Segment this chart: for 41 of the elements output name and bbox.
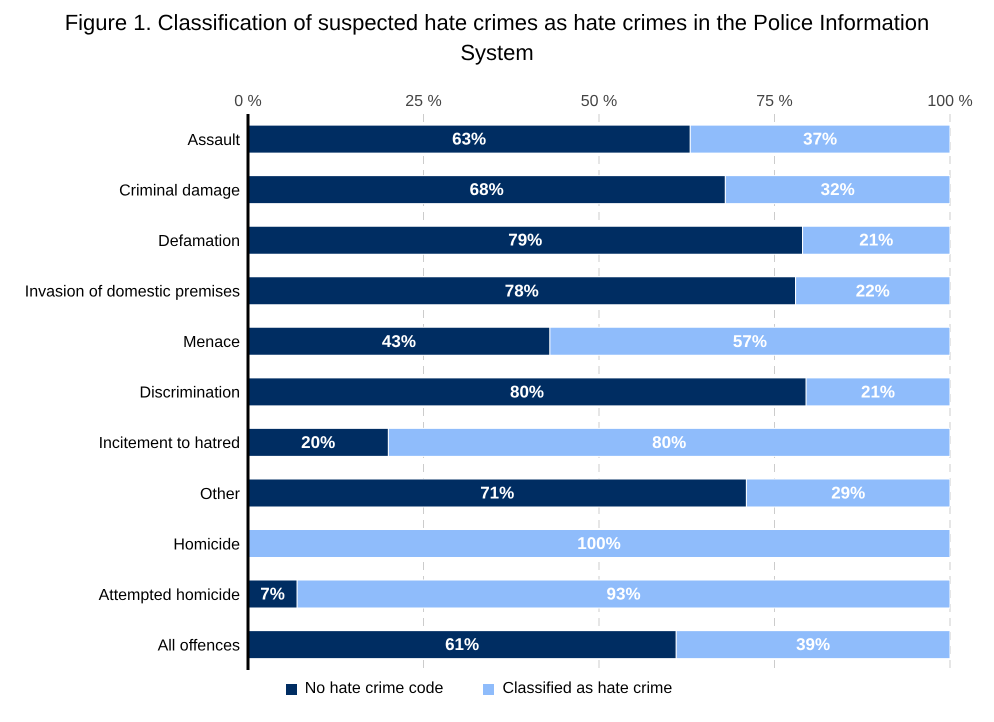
y-tick-label: Incitement to hatred	[98, 435, 240, 452]
data-label: 63%	[452, 130, 486, 149]
chart-title: Figure 1. Classification of suspected hate crimes as hate crimes in the Police Information System	[64, 9, 930, 67]
y-tick-label: Homicide	[173, 536, 240, 554]
y-tick-label: Criminal damage	[119, 182, 240, 200]
y-tick-label: Other	[200, 486, 241, 503]
y-tick-label: Attempted homicide	[98, 586, 240, 604]
data-label: 78%	[504, 281, 539, 300]
x-tick-label: 50 %	[580, 93, 618, 110]
y-tick-label: Assault	[188, 132, 241, 149]
data-label: 79%	[508, 230, 542, 250]
data-label: 29%	[831, 483, 866, 502]
data-label: 61%	[445, 635, 480, 654]
data-label: 37%	[803, 130, 838, 149]
data-label: 43%	[382, 332, 416, 351]
y-tick-label: Menace	[183, 334, 240, 352]
x-tick-label: 25 %	[405, 93, 442, 110]
data-label: 57%	[732, 332, 767, 351]
data-label: 80%	[510, 382, 544, 402]
x-tick-label: 0 %	[234, 93, 262, 110]
data-label: 100%	[577, 534, 621, 553]
y-tick-label: All offences	[158, 637, 240, 654]
data-label: 22%	[856, 281, 890, 300]
data-label: 7%	[260, 584, 285, 604]
legend-label: No hate crime code	[304, 680, 444, 698]
data-label: 68%	[470, 180, 504, 200]
data-label: 80%	[652, 432, 686, 452]
data-label: 93%	[606, 584, 641, 604]
bar	[248, 528, 950, 558]
data-label: 21%	[861, 382, 896, 402]
data-label: 71%	[480, 483, 514, 502]
x-tick-label: 75 %	[756, 93, 793, 110]
y-tick-label: Defamation	[158, 233, 240, 250]
data-label: 20%	[301, 432, 336, 452]
data-label: 21%	[859, 230, 894, 250]
data-label: 32%	[820, 180, 855, 200]
x-tick-label: 100 %	[927, 93, 973, 110]
y-tick-label: Discrimination	[140, 384, 240, 402]
legend-label: Classified as hate crime	[501, 680, 672, 698]
y-tick-label: Invasion of domestic premises	[24, 284, 240, 301]
data-label: 39%	[796, 635, 830, 654]
